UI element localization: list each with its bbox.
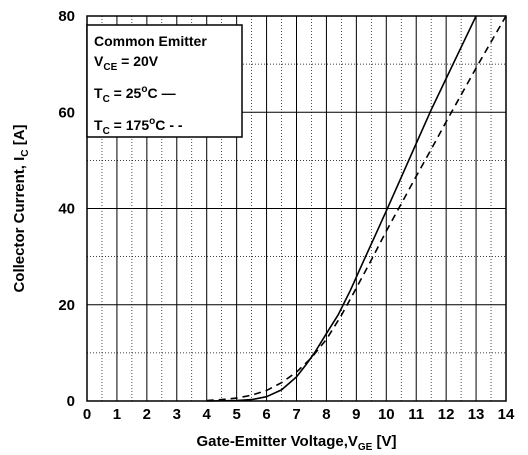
x-tick-label: 10 [378,406,395,423]
series-layer [206,15,507,402]
x-axis-label: Gate-Emitter Voltage,VGE [V] [196,433,396,453]
series-line-dashed [206,15,507,402]
y-tick-label: 60 [58,104,75,121]
legend-box [86,24,243,138]
x-tick-label: 0 [83,406,91,423]
x-tick-label: 12 [438,406,455,423]
x-tick-label: 8 [322,406,330,423]
x-tick-label: 5 [232,406,240,423]
legend-title: Common Emitter [94,33,207,49]
y-tick-label: 0 [67,393,75,410]
y-tick-label: 40 [58,201,75,218]
legend: Common Emitter VCE = 20V TC = 25oC — TC =… [86,24,243,138]
y-tick-label: 20 [58,297,75,314]
y-tick-labels: 0 20 40 60 80 [58,8,75,410]
x-tick-label: 4 [203,406,212,423]
legend-entry-solid: TC = 25oC — [94,84,176,105]
x-tick-label: 1 [113,406,121,423]
legend-entry-dashed: TC = 175oC - - [94,116,183,137]
y-tick-label: 80 [58,8,75,25]
x-tick-label: 7 [292,406,300,423]
x-tick-label: 2 [143,406,151,423]
plot-frame [86,15,507,402]
x-tick-labels: 0 1 2 3 4 5 6 7 8 9 10 11 12 13 14 [83,406,515,423]
x-tick-label: 14 [498,406,515,423]
x-tick-label: 9 [352,406,360,423]
x-tick-label: 11 [408,406,424,423]
legend-condition: VCE = 20V [94,53,159,73]
x-tick-label: 3 [173,406,181,423]
x-tick-label: 13 [468,406,485,423]
series-line-solid [206,15,477,402]
y-axis-label: Collector Current, IC [A] [11,124,31,292]
x-tick-label: 6 [262,406,270,423]
